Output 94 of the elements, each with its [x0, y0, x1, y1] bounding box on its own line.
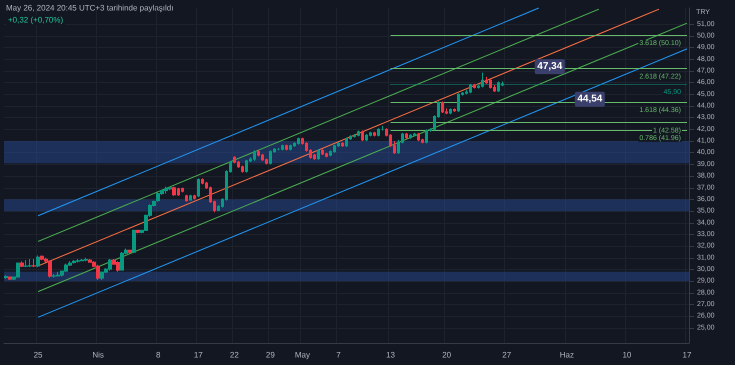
candlestick	[100, 271, 104, 280]
candlestick	[457, 92, 460, 112]
candlestick	[317, 148, 320, 160]
candlestick	[193, 194, 196, 200]
annotation: 44,54	[577, 94, 603, 105]
candlestick	[4, 274, 8, 280]
candlestick	[489, 78, 492, 90]
candlestick	[64, 263, 68, 272]
candlestick	[265, 158, 268, 165]
x-tick-label: 8	[156, 350, 161, 360]
candlestick	[261, 153, 264, 162]
candlestick	[201, 178, 204, 185]
text: +0,32 (+0,70%)	[8, 16, 64, 24]
candlestick	[281, 144, 284, 151]
candlestick	[285, 144, 288, 151]
candlestick	[417, 132, 420, 142]
candlestick	[253, 150, 256, 162]
candlestick	[72, 260, 76, 264]
x-tick-label: 13	[386, 350, 396, 360]
candlestick	[353, 134, 356, 138]
candlestick	[120, 251, 124, 272]
candlestick	[313, 153, 316, 160]
candlestick	[357, 130, 360, 137]
candlestick	[84, 257, 88, 262]
candlestick	[373, 131, 376, 137]
annotation: 47,34	[537, 61, 563, 72]
candlestick	[321, 148, 324, 156]
candlestick	[164, 186, 168, 194]
candlestick	[441, 100, 444, 114]
candlestick	[341, 142, 344, 148]
x-tick-label: 17	[194, 350, 204, 360]
candlestick	[325, 152, 328, 158]
x-tick-label: 20	[442, 350, 452, 360]
x-tick-label: 29	[266, 350, 276, 360]
candlestick	[297, 137, 300, 146]
candlestick	[136, 229, 140, 234]
candlestick	[485, 76, 488, 84]
candlestick	[52, 274, 56, 278]
candlestick	[413, 132, 416, 137]
candlestick	[181, 187, 184, 193]
candlestick	[345, 137, 348, 148]
x-tick-label: 25	[34, 350, 44, 360]
candlestick	[289, 144, 292, 151]
candlestick	[88, 258, 92, 263]
candlestick	[241, 165, 244, 174]
candlestick	[377, 128, 380, 137]
candlestick	[185, 194, 188, 202]
candlestick	[96, 264, 100, 280]
candlestick	[245, 159, 248, 174]
candlestick	[156, 192, 160, 202]
candlestick	[40, 254, 44, 261]
candlestick	[28, 258, 32, 268]
candlestick	[233, 156, 236, 164]
candlestick	[8, 276, 12, 280]
candlestick	[197, 178, 200, 198]
x-tick-label: 22	[230, 350, 240, 360]
candlestick	[56, 271, 60, 277]
candlestick	[16, 262, 20, 278]
candlestick	[269, 150, 272, 165]
candlestick	[32, 258, 36, 268]
x-tick-label: Haz	[560, 350, 574, 360]
candlestick	[189, 194, 192, 202]
candlestick	[24, 260, 28, 268]
candlestick	[473, 83, 476, 90]
candlestick	[76, 258, 80, 263]
x-tick-label: 27	[502, 350, 512, 360]
candlestick	[80, 258, 84, 262]
candlestick	[116, 260, 120, 272]
candlestick	[405, 132, 408, 140]
candlestick	[333, 144, 336, 154]
candlestick	[365, 134, 368, 142]
candlestick	[36, 254, 40, 268]
candlestick	[48, 260, 52, 278]
candlestick	[108, 258, 112, 272]
candlestick	[172, 186, 176, 196]
candlestick	[453, 108, 456, 112]
candlestick	[449, 108, 452, 115]
candlestick	[293, 142, 296, 148]
x-tick-label: 17	[682, 350, 692, 360]
candlestick	[237, 160, 240, 168]
candlestick	[132, 229, 136, 254]
candlestick	[168, 186, 172, 191]
x-tick-label: May	[294, 350, 310, 360]
candlestick	[257, 150, 260, 157]
candlestick	[128, 249, 132, 254]
x-tick-label: 7	[336, 350, 342, 360]
candlestick	[425, 128, 428, 144]
candlestick	[369, 131, 372, 137]
candlestick	[409, 134, 412, 140]
candlestick	[20, 260, 24, 268]
annotation: May 26, 2024 20:45 UTC+3 tarihinde paylaşıldı	[6, 4, 174, 12]
x-tick-label: 10	[622, 350, 632, 360]
candlestick	[361, 130, 364, 142]
x-tick-label: Nis	[92, 350, 104, 360]
